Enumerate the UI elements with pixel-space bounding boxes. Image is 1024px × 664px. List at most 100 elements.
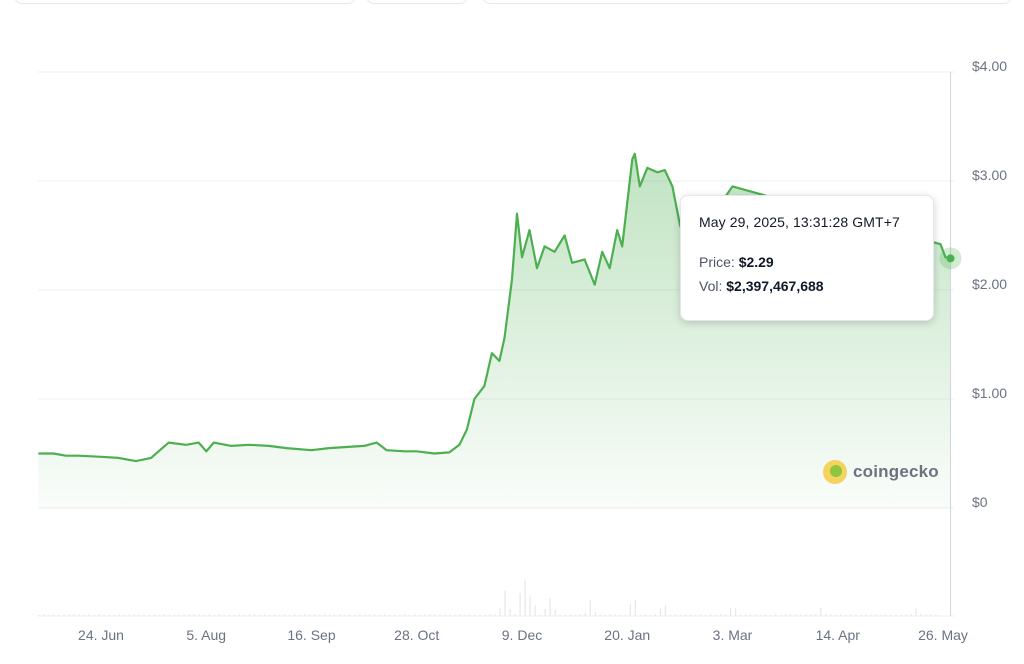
volume-bar: [118, 614, 120, 616]
volume-bar: [649, 615, 652, 616]
volume-bar: [364, 614, 366, 616]
x-tick-label: 26. May: [918, 627, 968, 643]
volume-bar: [609, 614, 611, 616]
volume-bar: [659, 608, 662, 616]
volume-bar: [619, 614, 621, 616]
volume-bar: [123, 614, 125, 616]
volume-bar: [88, 614, 90, 616]
volume-bar: [334, 614, 336, 616]
volume-bar: [719, 614, 722, 616]
volume-bar: [369, 614, 371, 616]
volume-bar: [850, 614, 852, 616]
volume-bar: [183, 614, 185, 616]
volume-bar: [624, 614, 626, 616]
volume-bar: [740, 614, 742, 616]
volume-bar: [389, 614, 391, 616]
volume-bar: [138, 614, 140, 616]
volume-bar: [654, 614, 657, 616]
volume-bar: [108, 614, 110, 616]
volume-bar: [669, 614, 672, 616]
volume-bar: [910, 613, 912, 616]
volume-bar: [268, 614, 271, 616]
volume-bar: [113, 614, 115, 616]
volume-bar: [699, 614, 702, 616]
volume-bar: [238, 614, 241, 616]
x-tick-label: 24. Jun: [78, 627, 124, 643]
volume-bar: [489, 614, 491, 616]
volume-bar: [98, 614, 100, 616]
x-tick-label: 3. Mar: [713, 627, 753, 643]
volume-bar: [885, 614, 887, 616]
volume-bar: [714, 614, 717, 616]
volume-bar: [394, 614, 396, 616]
volume-bar: [53, 614, 55, 616]
volume-bar: [93, 614, 95, 616]
volume-bar: [63, 614, 65, 616]
volume-bar: [68, 614, 70, 616]
volume-bar: [469, 614, 471, 616]
volume-bar: [198, 614, 200, 616]
volume-bar: [574, 614, 576, 616]
volume-bar: [514, 614, 516, 616]
tooltip-volume-row: Vol: $2,397,467,688: [699, 278, 915, 294]
volume-bar: [414, 614, 416, 616]
y-axis: $4.00 $3.00 $2.00 $1.00 $0: [972, 58, 1007, 510]
volume-bar: [689, 614, 692, 616]
volume-bar: [870, 614, 872, 616]
tooltip-volume-label: Vol:: [699, 278, 723, 294]
volume-bar: [248, 614, 251, 616]
volume-bar: [233, 614, 236, 616]
volume-bar: [664, 605, 667, 616]
volume-bar: [729, 607, 732, 616]
volume-bar: [709, 614, 712, 616]
volume-bar: [399, 615, 401, 616]
volume-bar: [429, 614, 431, 616]
volume-bar: [158, 615, 160, 616]
volume-bar: [213, 614, 215, 616]
volume-bar: [925, 614, 927, 616]
volume-bar: [324, 614, 326, 616]
x-tick-label: 5. Aug: [186, 627, 226, 643]
volume-bar: [810, 614, 812, 616]
volume-bar: [569, 614, 571, 616]
volume-bar: [143, 614, 145, 616]
volume-bar: [203, 614, 205, 616]
volume-bar: [704, 615, 707, 616]
volume-bar: [554, 609, 556, 616]
x-tick-label: 20. Jan: [604, 627, 650, 643]
volume-bar: [674, 614, 677, 616]
volume-bar: [529, 596, 531, 616]
volume-bar: [379, 614, 381, 616]
volume-bar: [840, 614, 842, 616]
price-tooltip: May 29, 2025, 13:31:28 GMT+7 Price: $2.2…: [680, 195, 934, 321]
volume-bar: [303, 614, 306, 616]
volume-bar: [825, 614, 827, 616]
volume-bar: [860, 614, 862, 616]
volume-bar: [639, 614, 641, 616]
volume-bar: [750, 614, 752, 616]
volume-bar: [319, 614, 321, 616]
volume-bar: [148, 614, 150, 616]
volume-bar: [820, 607, 822, 616]
volume-bar: [755, 614, 757, 616]
volume-bar: [293, 614, 296, 616]
volume-bar: [504, 590, 506, 616]
volume-bar: [519, 593, 521, 616]
volume-bar: [679, 614, 682, 616]
volume-bar: [479, 614, 481, 616]
volume-bar: [278, 615, 281, 616]
volume-bar: [359, 614, 361, 616]
volume-bar: [775, 614, 777, 616]
volume-bar: [815, 614, 817, 616]
volume-bar: [133, 614, 135, 616]
volume-bar: [48, 614, 50, 616]
x-tick-label: 14. Apr: [816, 627, 861, 643]
volume-bar: [193, 614, 195, 616]
volume-bar: [735, 608, 737, 616]
volume-bar: [599, 614, 601, 616]
coingecko-gecko-icon: [823, 460, 847, 484]
volume-bar: [253, 614, 256, 616]
volume-bar: [614, 614, 616, 616]
volume-bar: [464, 615, 466, 616]
